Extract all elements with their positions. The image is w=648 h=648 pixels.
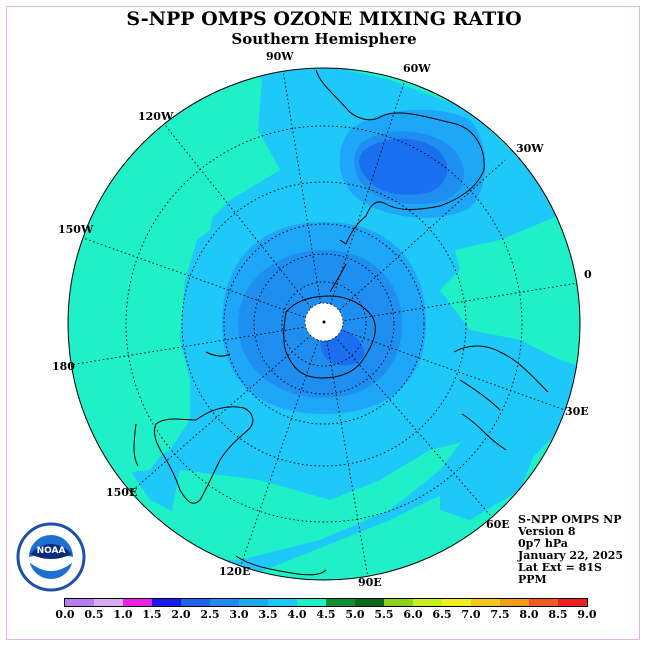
colorbar-segment xyxy=(326,599,355,606)
logo-text: NOAA xyxy=(37,546,66,556)
colorbar-tick-label: 0.0 xyxy=(55,608,75,621)
colorbar-segment xyxy=(558,599,587,606)
lon-label-120w: 120W xyxy=(138,110,174,123)
lon-label-120e: 120E xyxy=(219,565,251,578)
colorbar-segment xyxy=(442,599,471,606)
colorbar-segment xyxy=(471,599,500,606)
colorbar-tick-label: 2.0 xyxy=(171,608,191,621)
colorbar-tick-label: 1.5 xyxy=(142,608,162,621)
info-date: January 22, 2025 xyxy=(518,549,624,562)
latitude-circles xyxy=(125,125,523,523)
colorbar-segment xyxy=(181,599,210,606)
colorbar-segment xyxy=(210,599,239,606)
colorbar-segment xyxy=(529,599,558,606)
colorbar-tick-label: 6.5 xyxy=(432,608,452,621)
colorbar-tick-label: 6.0 xyxy=(403,608,423,621)
colorbar-tick-label: 7.5 xyxy=(490,608,510,621)
colorbar-segment xyxy=(500,599,529,606)
colorbar-tick-label: 0.5 xyxy=(84,608,104,621)
colorbar-segment xyxy=(94,599,123,606)
colorbar-tick-label: 1.0 xyxy=(113,608,133,621)
info-units: PPM xyxy=(518,573,547,586)
lon-label-30w: 30W xyxy=(516,142,544,155)
lon-label-60e: 60E xyxy=(486,518,510,531)
contour-1-5-north xyxy=(359,138,448,195)
meridians xyxy=(69,69,579,579)
colorbar-segment xyxy=(123,599,152,606)
lon-label-150w: 150W xyxy=(58,223,94,236)
lon-label-90w: 90W xyxy=(266,50,294,63)
colorbar-tick-label: 5.0 xyxy=(345,608,365,621)
colorbar-segment xyxy=(297,599,326,606)
contour-3-5-east xyxy=(455,215,580,340)
lon-label-60w: 60W xyxy=(403,62,431,75)
lon-label-0: 0 xyxy=(584,268,592,281)
info-panel: S-NPP OMPS NP Version 8 0p7 hPa January … xyxy=(518,514,623,586)
colorbar-tick-label: 9.0 xyxy=(577,608,597,621)
colorbar-segment xyxy=(239,599,268,606)
colorbar-segment xyxy=(384,599,413,606)
colorbar-tick-label: 8.0 xyxy=(519,608,539,621)
lon-label-30e: 30E xyxy=(565,405,589,418)
colorbar-segment xyxy=(65,599,94,606)
colorbar-segment xyxy=(152,599,181,606)
page-title: S-NPP OMPS OZONE MIXING RATIO xyxy=(126,8,522,30)
colorbar-tick-label: 3.0 xyxy=(229,608,249,621)
page-subtitle: Southern Hemisphere xyxy=(231,30,417,48)
colorbar-segment xyxy=(355,599,384,606)
lon-label-150e: 150E xyxy=(106,486,138,499)
pole-circle xyxy=(304,302,344,342)
colorbar-tick-label: 4.0 xyxy=(287,608,307,621)
noaa-logo: NOAA xyxy=(16,522,86,592)
coastlines xyxy=(133,69,549,576)
colorbar-tick-label: 8.5 xyxy=(548,608,568,621)
lon-label-180: 180 xyxy=(52,360,75,373)
contour-3-5-south xyxy=(170,440,470,560)
colorbar-segment xyxy=(413,599,442,606)
colorbar-tick-label: 7.0 xyxy=(461,608,481,621)
pole-dot xyxy=(322,320,326,324)
colorbar-tick-label: 2.5 xyxy=(200,608,220,621)
colorbar-tick-label: 5.5 xyxy=(374,608,394,621)
colorbar xyxy=(64,598,588,607)
info-pressure: 0p7 hPa xyxy=(518,537,568,550)
colorbar-tick-label: 3.5 xyxy=(258,608,278,621)
info-lat-ext: Lat Ext = 81S xyxy=(518,561,602,574)
info-satellite: S-NPP OMPS NP xyxy=(518,513,622,526)
map-border xyxy=(67,67,581,581)
colorbar-tick-label: 4.5 xyxy=(316,608,336,621)
lon-label-90e: 90E xyxy=(358,576,382,589)
colorbar-segment xyxy=(268,599,297,606)
contour-3-0-southeast xyxy=(440,410,540,520)
info-version: Version 8 xyxy=(518,525,576,538)
colorbar-ticks: 0.0 0.5 1.0 1.5 2.0 2.5 3.0 3.5 4.0 4.5 5.0 5.5 6.0 6… xyxy=(0,608,648,622)
plot-frame xyxy=(6,6,640,640)
